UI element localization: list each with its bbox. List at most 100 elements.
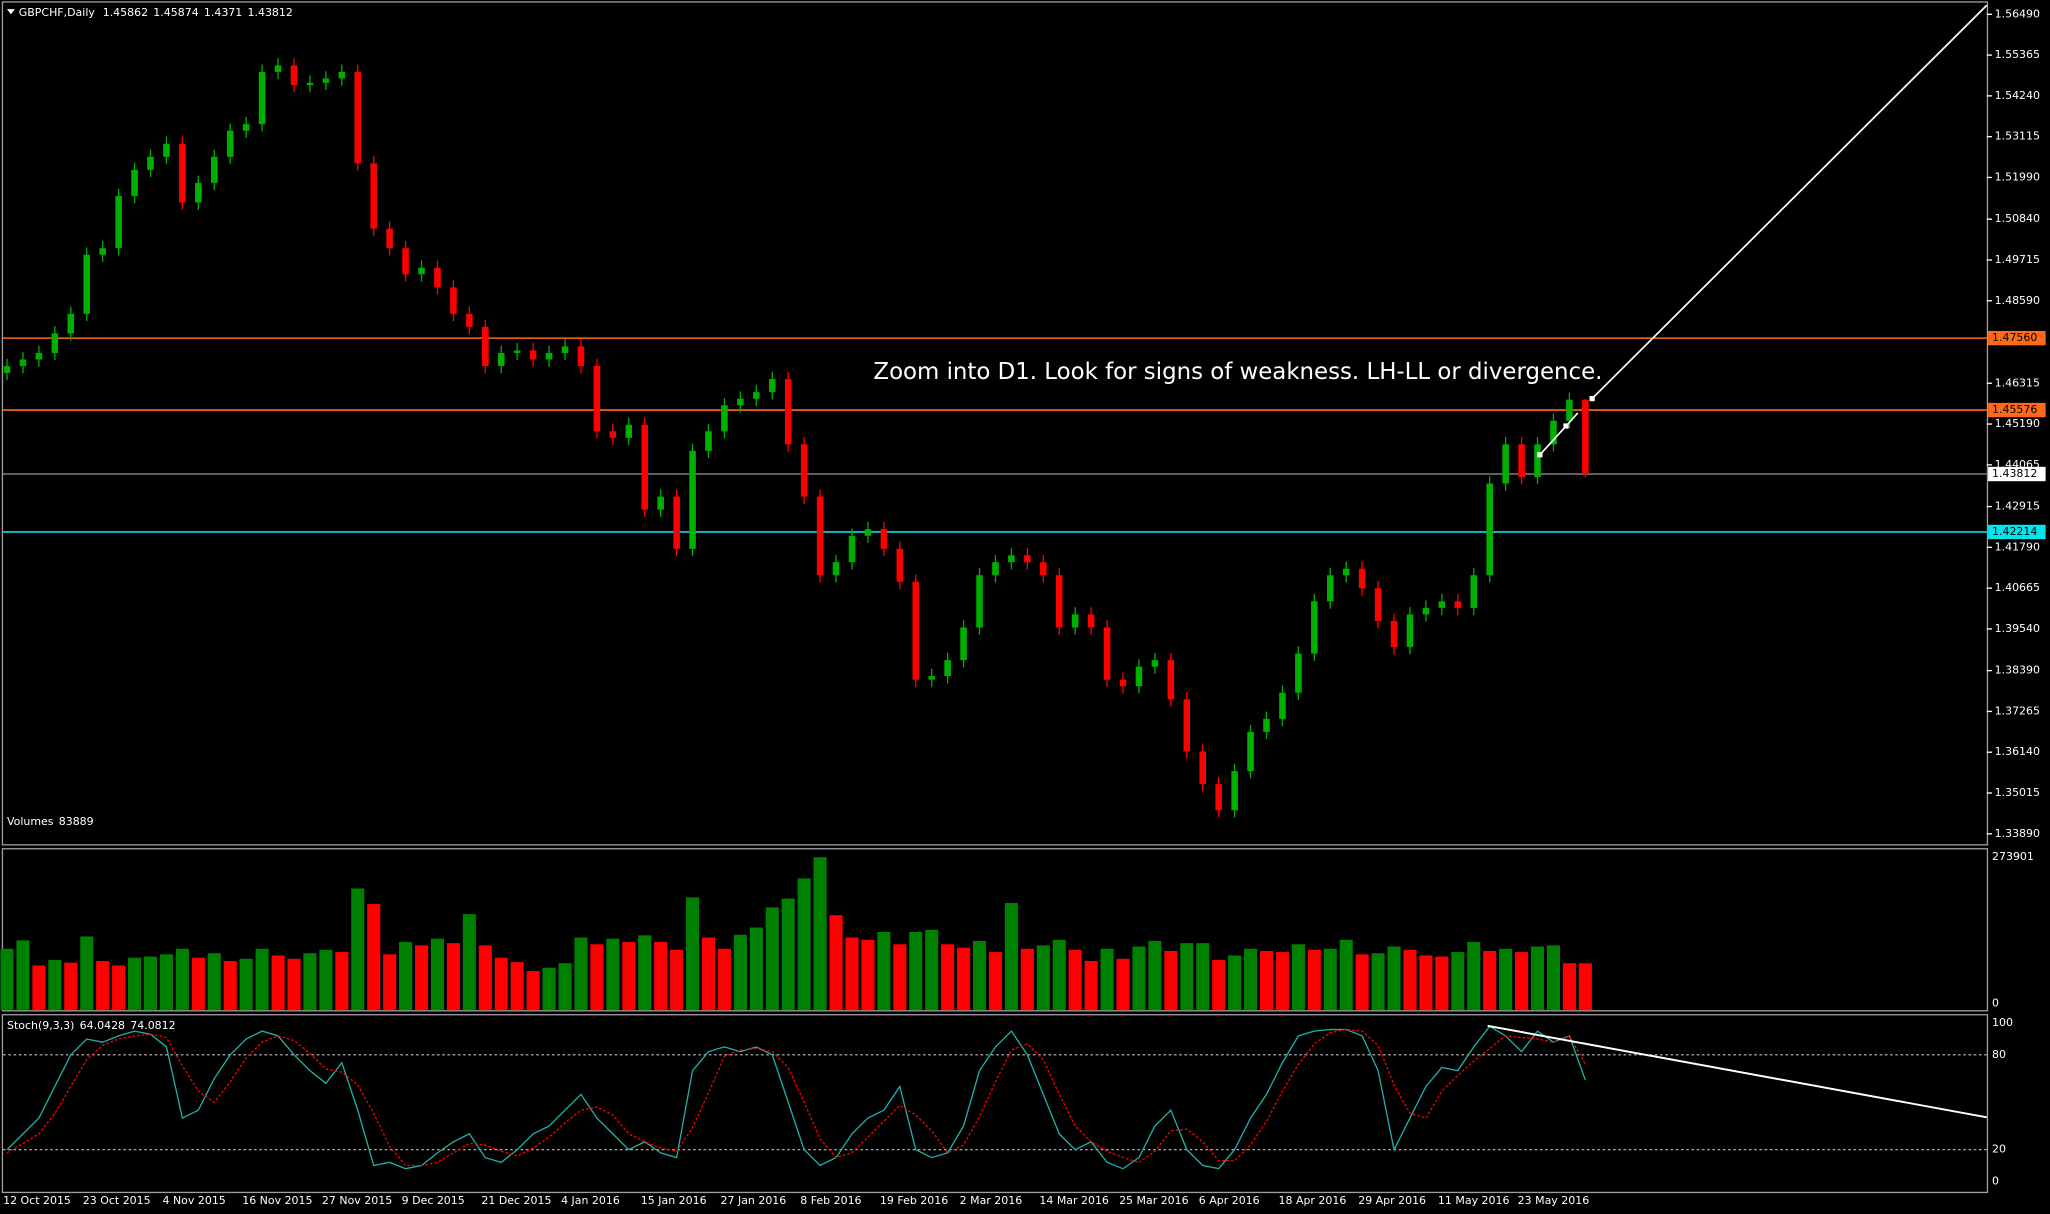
y-tick-label: 1.55365 [1995,48,2040,61]
volume-bar [1419,955,1433,1011]
trend-anchor [1537,452,1543,458]
candle-body [1390,620,1398,648]
x-tick-label: 6 Apr 2016 [1199,1194,1260,1207]
volume-bar [1196,943,1210,1011]
volume-title: Volumes [7,815,54,828]
candle-body [274,65,282,72]
y-tick-label: 1.49715 [1995,253,2040,266]
candle-body [721,405,728,432]
stoch-line [6,1025,1586,1170]
volume-bar [271,955,285,1011]
volume-bar [1180,943,1194,1011]
volume-bar [399,942,413,1011]
volume-bar [925,929,939,1011]
volume-bar [638,935,652,1011]
stoch-title: Stoch(9,3,3) [7,1019,74,1032]
candle-body [466,313,473,327]
y-tick-label: 1.51990 [1995,170,2040,183]
candle-body [1582,399,1589,475]
y-tick-label: 273901 [1992,850,2034,863]
y-tick-label: 1.33890 [1995,827,2040,840]
candle-body [1374,588,1382,621]
volume-bar [1291,944,1305,1011]
candle-body [226,130,234,157]
volume-bar [1578,963,1592,1011]
y-tick-label: 1.42915 [1995,500,2040,513]
candle-body [402,248,409,275]
candle-body [115,195,122,249]
candle-body [1055,575,1063,628]
volume-bar [1562,963,1576,1011]
volume-bar [1148,940,1162,1011]
candle-body [1406,614,1414,648]
candle-body [19,359,27,367]
candle-body [1342,568,1350,576]
candle-body [800,444,808,497]
volume-bar [510,962,524,1011]
candle-body [147,156,154,170]
volume-bar [1323,948,1337,1011]
candle-body [832,562,840,576]
candle-body [482,326,489,367]
volume-bar [1451,952,1465,1011]
volume-bar [909,931,923,1011]
y-tick-label: 1.56490 [1995,7,2040,20]
volume-bar [733,934,747,1011]
volume-bar [143,956,158,1011]
x-tick-label: 2 Mar 2016 [960,1194,1023,1207]
volume-bar [574,937,588,1011]
candle-body [545,352,553,360]
candle-body [529,350,537,360]
volume-bar [701,937,716,1011]
candle-body [67,313,75,334]
candle-body [306,82,314,86]
volume-bar [1371,953,1385,1011]
stoch-signal-last: 74.0812 [130,1019,175,1032]
candle-body [1087,614,1095,628]
candle-body [131,169,138,196]
candle-body [1071,614,1079,628]
volume-bar [80,936,94,1011]
candle-body [258,71,266,125]
y-tick-label: 80 [1992,1048,2006,1061]
candle-body [609,431,617,438]
stoch-trend-line [1487,1024,1987,1119]
level-tag [1988,402,2046,418]
x-tick-label: 21 Dec 2015 [481,1194,551,1207]
candle-body [1215,784,1222,811]
candle-body [593,366,601,432]
ohlc-open: 1.45862 [103,6,148,19]
candle-body [561,346,569,353]
candle-body [1024,555,1031,563]
candle-body [912,581,920,680]
volume-bar [1307,949,1321,1011]
y-tick-label: 1.38390 [1995,664,2040,677]
candle-body [1358,568,1366,589]
annotation: Zoom into D1. Look for signs of weakness… [873,359,1602,385]
candle-body [1103,627,1111,680]
volume-bar [175,948,189,1011]
x-tick-label: 25 Mar 2016 [1119,1194,1189,1207]
x-tick-label: 4 Nov 2015 [163,1194,226,1207]
candle-body [3,366,11,373]
menu-triangle[interactable] [7,9,15,15]
volume-bar [988,952,1003,1011]
candle-body [1135,666,1143,687]
x-tick-label: 11 May 2016 [1438,1194,1510,1207]
x-tick-label: 23 May 2016 [1518,1194,1590,1207]
volume-bar [1483,950,1497,1011]
volume-bar [829,915,843,1011]
volume-bar [287,958,301,1011]
candle-body [1470,575,1478,608]
stoch-line [6,1028,1586,1167]
ohlc-high: 1.45874 [153,6,198,19]
y-tick-label: 0 [1992,1174,1999,1187]
candle-body [1454,601,1462,608]
candle-body [1199,751,1206,785]
volume-bar [96,961,110,1011]
candle-body [864,529,872,536]
volume-bar [1036,945,1050,1011]
candle-body [577,346,585,367]
volume-bar [765,907,779,1011]
